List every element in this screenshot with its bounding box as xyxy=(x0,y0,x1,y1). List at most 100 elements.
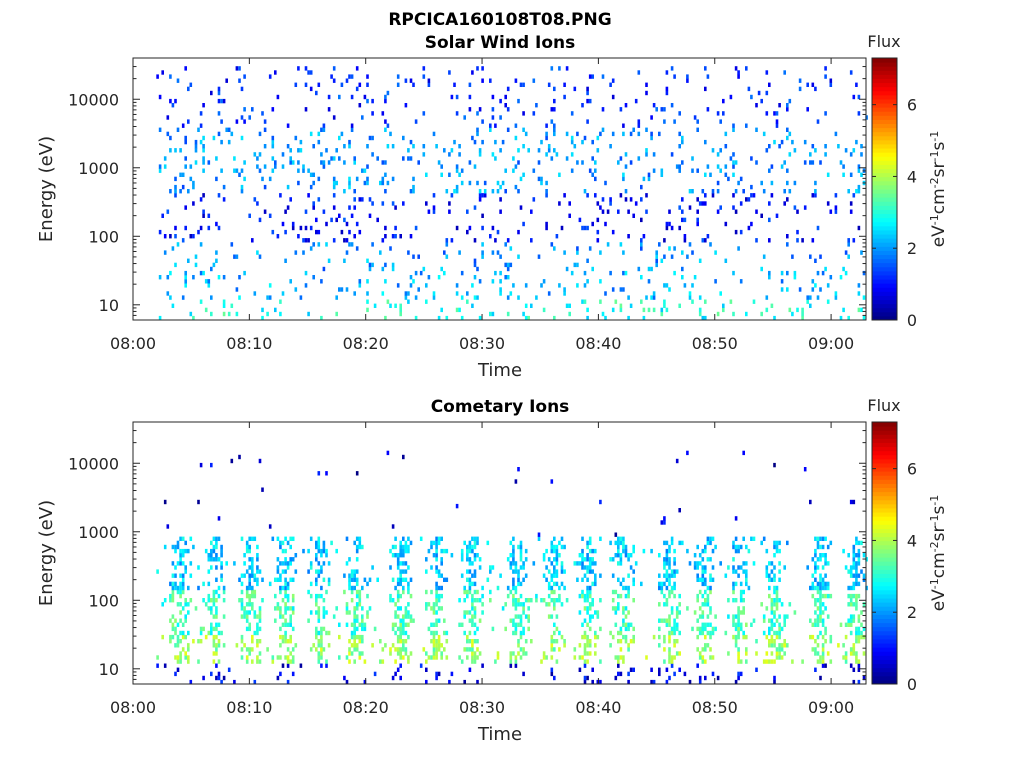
heatmap-cell xyxy=(512,593,515,599)
heatmap-cell xyxy=(594,630,597,636)
heatmap-cell xyxy=(381,647,385,652)
heatmap-cell xyxy=(348,651,351,656)
heatmap-cell xyxy=(611,634,615,640)
heatmap-cell xyxy=(586,585,589,591)
heatmap-cell xyxy=(665,561,669,566)
heatmap-cell xyxy=(514,565,518,570)
heatmap-cell xyxy=(652,295,656,300)
heatmap-cell xyxy=(235,254,239,259)
heatmap-cell xyxy=(409,78,413,83)
heatmap-cell xyxy=(849,499,853,505)
heatmap-cell xyxy=(514,78,518,83)
heatmap-cell xyxy=(394,630,397,636)
heatmap-cell xyxy=(640,197,643,202)
heatmap-cell xyxy=(422,144,426,149)
heatmap-cell xyxy=(696,577,699,582)
heatmap-cell xyxy=(253,291,257,296)
heatmap-cell xyxy=(722,307,725,313)
heatmap-cell xyxy=(363,577,367,582)
heatmap-cell xyxy=(583,634,587,640)
heatmap-cell xyxy=(256,630,259,636)
heatmap-cell xyxy=(504,262,507,268)
heatmap-cell xyxy=(578,553,582,558)
heatmap-cell xyxy=(847,189,850,194)
heatmap-cell xyxy=(399,303,402,308)
heatmap-cell xyxy=(476,639,479,644)
heatmap-cell xyxy=(683,671,687,677)
heatmap-cell xyxy=(276,655,280,660)
cometary-axes-box xyxy=(132,421,867,685)
heatmap-cell xyxy=(427,655,431,660)
heatmap-cell xyxy=(353,643,356,648)
heatmap-cell xyxy=(778,634,781,640)
heatmap-cell xyxy=(560,569,564,574)
heatmap-cell xyxy=(435,598,438,603)
heatmap-cell xyxy=(855,569,858,574)
heatmap-cell xyxy=(783,160,786,165)
heatmap-cell xyxy=(545,655,548,660)
heatmap-cell xyxy=(402,156,405,161)
heatmap-cell xyxy=(849,618,853,623)
heatmap-cell xyxy=(391,626,395,632)
heatmap-cell xyxy=(770,643,774,648)
colorbar-segment xyxy=(872,426,897,431)
heatmap-cell xyxy=(220,548,223,554)
heatmap-cell xyxy=(460,659,464,664)
heatmap-cell xyxy=(821,622,825,627)
heatmap-cell xyxy=(675,569,679,574)
heatmap-cell xyxy=(299,295,303,300)
heatmap-cell xyxy=(512,598,515,603)
heatmap-cell xyxy=(591,667,594,672)
heatmap-cell xyxy=(663,581,666,587)
heatmap-cell xyxy=(291,655,295,660)
heatmap-cell xyxy=(355,544,359,550)
heatmap-cell xyxy=(768,618,771,623)
heatmap-cell xyxy=(235,643,239,648)
heatmap-cell xyxy=(512,544,515,550)
heatmap-cell xyxy=(545,131,548,137)
heatmap-cell xyxy=(320,663,323,668)
heatmap-cell xyxy=(821,536,825,541)
heatmap-cell xyxy=(581,299,584,304)
heatmap-cell xyxy=(663,561,666,566)
heatmap-cell xyxy=(455,291,459,296)
heatmap-cell xyxy=(547,148,551,153)
heatmap-cell xyxy=(197,585,200,591)
heatmap-cell xyxy=(716,152,720,157)
heatmap-cell xyxy=(770,626,774,632)
heatmap-cell xyxy=(737,626,740,632)
heatmap-cell xyxy=(732,569,735,574)
heatmap-cell xyxy=(553,315,556,321)
heatmap-cell xyxy=(522,610,525,615)
heatmap-cell xyxy=(673,643,676,648)
heatmap-cell xyxy=(425,201,428,206)
heatmap-cell xyxy=(243,643,246,648)
heatmap-cell xyxy=(202,598,205,603)
heatmap-cell xyxy=(550,671,554,677)
heatmap-cell xyxy=(663,565,666,570)
heatmap-cell xyxy=(217,585,221,591)
heatmap-cell xyxy=(366,593,369,599)
heatmap-cell xyxy=(857,679,861,685)
heatmap-cell xyxy=(258,606,262,611)
heatmap-cell xyxy=(399,581,402,587)
heatmap-cell xyxy=(289,156,292,161)
heatmap-cell xyxy=(371,135,374,141)
heatmap-cell xyxy=(586,598,589,603)
heatmap-cell xyxy=(622,659,625,664)
heatmap-cell xyxy=(468,647,472,652)
heatmap-cell xyxy=(440,651,443,656)
heatmap-cell xyxy=(481,254,484,259)
heatmap-cell xyxy=(852,238,856,243)
heatmap-cell xyxy=(281,561,285,566)
heatmap-cell xyxy=(330,217,333,223)
heatmap-cell xyxy=(553,86,556,92)
heatmap-cell xyxy=(819,606,822,611)
heatmap-cell xyxy=(317,197,321,202)
heatmap-cell xyxy=(555,544,559,550)
heatmap-cell xyxy=(563,291,566,296)
heatmap-cell xyxy=(734,614,738,619)
heatmap-cell xyxy=(809,303,812,308)
heatmap-cell xyxy=(773,589,776,595)
heatmap-cell xyxy=(202,144,205,149)
